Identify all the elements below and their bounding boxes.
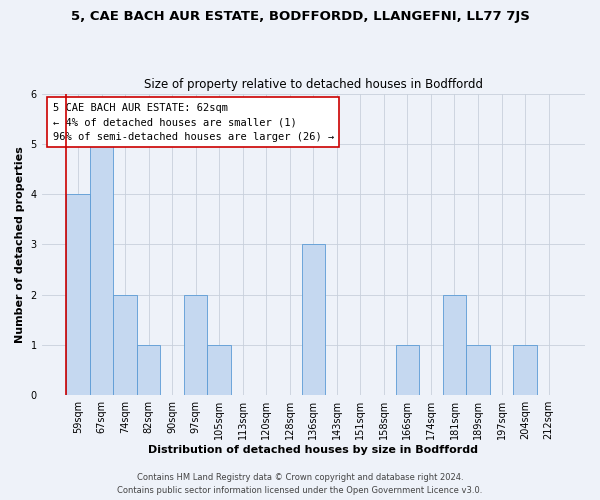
Bar bbox=[67, 194, 90, 395]
Bar bbox=[395, 345, 419, 395]
Text: 5, CAE BACH AUR ESTATE, BODFFORDD, LLANGEFNI, LL77 7JS: 5, CAE BACH AUR ESTATE, BODFFORDD, LLANG… bbox=[71, 10, 529, 23]
X-axis label: Distribution of detached houses by size in Bodffordd: Distribution of detached houses by size … bbox=[148, 445, 478, 455]
Bar bbox=[208, 345, 231, 395]
Bar bbox=[513, 345, 537, 395]
Bar bbox=[302, 244, 325, 395]
Bar bbox=[184, 294, 208, 395]
Text: 5 CAE BACH AUR ESTATE: 62sqm
← 4% of detached houses are smaller (1)
96% of semi: 5 CAE BACH AUR ESTATE: 62sqm ← 4% of det… bbox=[53, 102, 334, 142]
Title: Size of property relative to detached houses in Bodffordd: Size of property relative to detached ho… bbox=[144, 78, 483, 91]
Bar bbox=[113, 294, 137, 395]
Bar bbox=[137, 345, 160, 395]
Text: Contains HM Land Registry data © Crown copyright and database right 2024.
Contai: Contains HM Land Registry data © Crown c… bbox=[118, 474, 482, 495]
Bar bbox=[90, 144, 113, 395]
Bar bbox=[466, 345, 490, 395]
Y-axis label: Number of detached properties: Number of detached properties bbox=[15, 146, 25, 343]
Bar bbox=[443, 294, 466, 395]
